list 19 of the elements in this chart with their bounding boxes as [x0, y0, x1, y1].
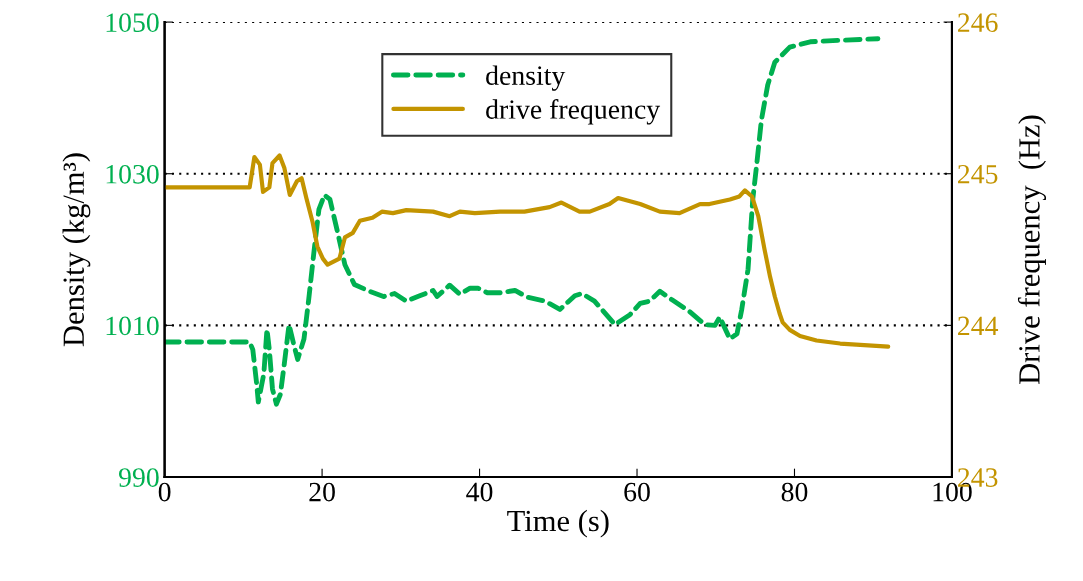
y-axis-title: Density (kg/m³)	[62, 153, 91, 347]
x-axis-title: Time (s)	[507, 509, 609, 538]
line-series	[164, 36, 881, 407]
y-tick-label: 990	[118, 468, 159, 487]
x-tick-label: 60	[624, 482, 650, 502]
y2-tick-label: 246	[958, 13, 998, 32]
x-tick-label: 40	[466, 482, 493, 502]
x-tick-label: 20	[309, 482, 335, 502]
y2-tick-label: 245	[958, 164, 998, 184]
y2-tick-label: 244	[958, 316, 999, 335]
legend-label: drive frequency	[486, 99, 661, 125]
y2-axis-title: Drive frequency (Hz)	[1017, 115, 1047, 384]
line-series	[164, 153, 891, 349]
x-tick-label: 0	[158, 482, 171, 502]
y-tick-label: 1050	[106, 13, 159, 32]
y-tick-label: 1030	[106, 164, 159, 184]
legend-label: density	[486, 65, 566, 91]
y-tick-label: 1010	[106, 316, 159, 336]
x-tick-label: 80	[781, 482, 808, 502]
